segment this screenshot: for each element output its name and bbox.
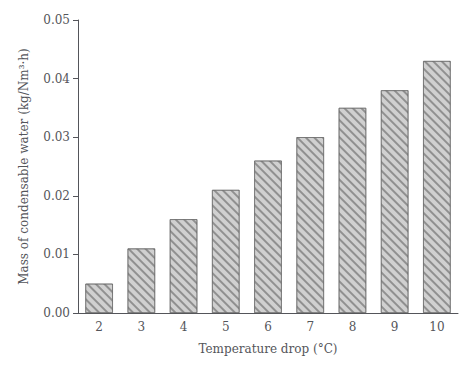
- svg-text:Temperature drop (°C): Temperature drop (°C): [198, 342, 337, 356]
- svg-text:0.05: 0.05: [43, 13, 70, 27]
- svg-text:0.04: 0.04: [43, 72, 70, 86]
- svg-text:Mass of condensable water (kg/: Mass of condensable water (kg/Nm³·h): [17, 48, 31, 284]
- svg-text:0.00: 0.00: [43, 306, 70, 320]
- svg-text:0.03: 0.03: [43, 130, 70, 144]
- svg-text:4: 4: [180, 320, 188, 334]
- svg-text:6: 6: [264, 320, 272, 334]
- svg-text:9: 9: [391, 320, 399, 334]
- svg-text:5: 5: [222, 320, 230, 334]
- svg-text:10: 10: [429, 320, 444, 334]
- svg-text:8: 8: [349, 320, 357, 334]
- svg-text:3: 3: [138, 320, 146, 334]
- svg-text:0.01: 0.01: [43, 247, 70, 261]
- svg-text:2: 2: [95, 320, 103, 334]
- svg-text:0.02: 0.02: [43, 189, 70, 203]
- svg-text:7: 7: [306, 320, 314, 334]
